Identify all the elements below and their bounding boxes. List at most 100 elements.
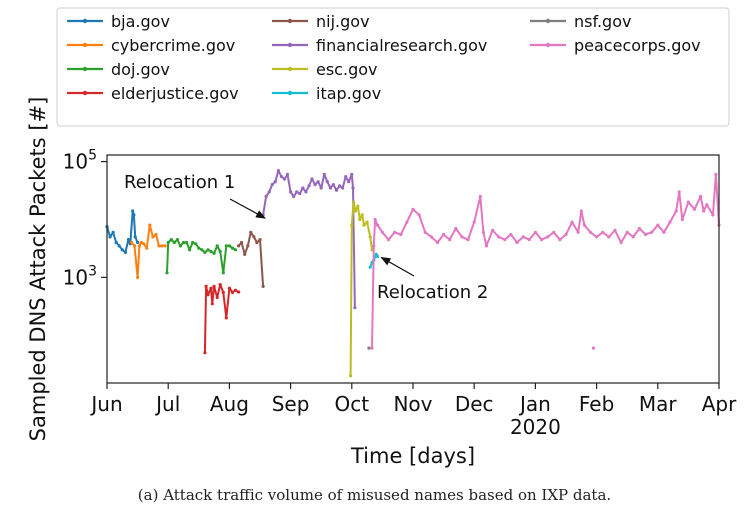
figure-caption: (a) Attack traffic volume of misused nam… bbox=[137, 486, 612, 504]
data-point bbox=[270, 183, 274, 187]
legend-marker bbox=[287, 42, 293, 48]
x-tick-label: Aug bbox=[210, 392, 249, 416]
data-point bbox=[267, 190, 271, 194]
data-point bbox=[282, 177, 287, 181]
series-nij-gov bbox=[237, 230, 265, 288]
data-point bbox=[331, 183, 335, 187]
data-point bbox=[154, 232, 158, 237]
data-point bbox=[527, 238, 531, 242]
series-cybercrime-gov bbox=[129, 223, 167, 279]
data-point bbox=[358, 217, 362, 222]
data-point bbox=[169, 238, 173, 242]
data-point bbox=[588, 230, 593, 234]
data-point bbox=[188, 248, 192, 252]
data-point bbox=[349, 374, 353, 378]
data-point bbox=[351, 186, 355, 190]
data-point bbox=[319, 186, 323, 190]
data-point bbox=[191, 240, 195, 245]
data-point bbox=[423, 230, 427, 234]
data-point bbox=[249, 230, 253, 234]
data-point bbox=[137, 244, 141, 248]
data-point bbox=[367, 346, 371, 350]
data-point bbox=[204, 284, 208, 288]
data-point bbox=[233, 248, 238, 252]
data-point bbox=[285, 172, 290, 176]
series-financialresearch-gov bbox=[261, 169, 357, 310]
data-point bbox=[481, 230, 485, 234]
data-point bbox=[197, 246, 201, 250]
data-point bbox=[145, 246, 149, 250]
legend-label: nsf.gov bbox=[574, 12, 631, 31]
data-point bbox=[429, 235, 433, 239]
y-tick-label: 105 bbox=[63, 148, 97, 174]
data-point bbox=[224, 316, 228, 320]
data-point bbox=[411, 207, 415, 211]
data-point bbox=[166, 240, 170, 245]
data-point bbox=[136, 240, 140, 245]
data-point bbox=[352, 200, 356, 204]
data-point bbox=[350, 223, 354, 227]
data-point bbox=[273, 180, 277, 184]
data-point bbox=[353, 306, 357, 310]
legend-marker bbox=[287, 18, 293, 24]
data-point bbox=[194, 242, 198, 246]
data-point bbox=[133, 235, 137, 239]
data-point bbox=[240, 240, 244, 245]
x-tick-label: Oct bbox=[335, 392, 370, 416]
axis-ticks: 103 105 Jun Jul Aug Sep Oct Nov Dec Jan Feb Mar Apr 2… bbox=[63, 148, 737, 439]
data-point bbox=[497, 235, 501, 239]
data-point bbox=[131, 209, 135, 213]
data-point bbox=[224, 244, 228, 248]
data-point bbox=[117, 244, 121, 248]
data-point bbox=[362, 223, 366, 227]
data-point bbox=[380, 230, 384, 234]
legend-label: esc.gov bbox=[316, 60, 377, 79]
data-point bbox=[310, 177, 314, 181]
data-point bbox=[607, 235, 611, 239]
legend-box bbox=[56, 7, 730, 127]
data-point bbox=[711, 213, 715, 217]
x-tick-label: Mar bbox=[639, 392, 678, 416]
data-point bbox=[341, 186, 345, 190]
series-line bbox=[262, 169, 356, 308]
data-point bbox=[163, 244, 167, 248]
data-point bbox=[243, 252, 247, 256]
data-point bbox=[252, 235, 256, 239]
data-point bbox=[595, 235, 599, 239]
x-tick-label: Jan bbox=[518, 392, 551, 416]
data-point bbox=[454, 226, 458, 231]
x-tick-label: Nov bbox=[393, 392, 432, 416]
data-point bbox=[203, 250, 207, 254]
data-point bbox=[677, 190, 681, 194]
data-point bbox=[230, 290, 235, 294]
data-point bbox=[276, 169, 280, 173]
x-tick-label: Jul bbox=[154, 392, 180, 416]
data-point bbox=[435, 240, 440, 245]
data-point bbox=[178, 244, 182, 248]
data-point bbox=[206, 293, 210, 297]
data-point bbox=[139, 240, 143, 245]
data-point bbox=[558, 238, 562, 242]
data-point bbox=[132, 244, 137, 248]
data-point bbox=[215, 244, 219, 248]
data-point bbox=[484, 244, 488, 248]
data-point bbox=[399, 232, 403, 237]
data-point bbox=[221, 290, 225, 294]
annotation-label: Relocation 2 bbox=[377, 282, 488, 303]
data-point bbox=[656, 223, 660, 227]
data-point bbox=[344, 175, 348, 179]
data-point bbox=[181, 240, 186, 245]
x-tick-label: Dec bbox=[455, 392, 494, 416]
data-point bbox=[258, 238, 262, 242]
data-point bbox=[353, 209, 358, 213]
data-point bbox=[313, 183, 317, 187]
series-bja-gov bbox=[105, 209, 140, 254]
data-point bbox=[631, 235, 635, 239]
data-point bbox=[123, 250, 127, 254]
data-point bbox=[157, 244, 161, 248]
legend-label: financialresearch.gov bbox=[316, 36, 487, 55]
series-line bbox=[371, 173, 720, 349]
annotation-arrow bbox=[380, 256, 415, 277]
data-point bbox=[372, 244, 376, 248]
